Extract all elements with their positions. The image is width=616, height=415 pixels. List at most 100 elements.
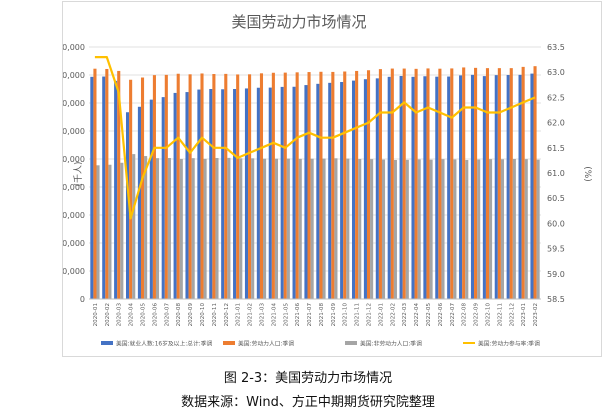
bar: [212, 74, 216, 300]
bar: [316, 83, 320, 299]
bar: [441, 159, 445, 299]
x-tick-label: 2020-04: [129, 303, 135, 327]
series-line: [94, 55, 536, 220]
x-tick-label: 2020-03: [117, 303, 123, 327]
x-tick-label: 2021-11: [355, 303, 361, 327]
bar: [470, 74, 475, 299]
legend: 美国:就业人数:16岁及以上:总计:季调 美国:劳动力人口:季调 美国:非劳动力人口…: [101, 340, 540, 348]
y-left-tick-label: 160,000: [63, 71, 85, 80]
bar: [482, 76, 486, 300]
y-left-tick-label: 60,000: [63, 211, 85, 220]
x-tick-label: 2022-06: [438, 303, 444, 327]
bar: [402, 68, 406, 299]
y-right-tick-label: 60.0: [547, 219, 565, 228]
bar: [274, 158, 279, 299]
bar: [215, 158, 219, 299]
bar: [105, 68, 109, 299]
bar: [173, 92, 177, 299]
x-tick-label: 2020-12: [224, 303, 230, 326]
x-tick-label: 2021-08: [319, 303, 325, 327]
bar: [102, 76, 106, 299]
bar: [533, 66, 537, 300]
bar: [244, 88, 249, 299]
bar: [381, 159, 386, 299]
bar: [176, 73, 180, 300]
y-right-tick-label: 61.5: [547, 144, 565, 153]
bar: [248, 74, 252, 299]
bar: [393, 159, 397, 299]
figure-source: 数据来源：Wind、方正中期期货研究院整理: [181, 395, 435, 410]
bar: [129, 79, 133, 299]
bar: [298, 158, 302, 299]
x-tick-label: 2020-02: [105, 303, 111, 326]
bar: [334, 158, 338, 299]
bar: [322, 158, 326, 299]
bar: [438, 68, 442, 299]
bar: [263, 158, 267, 299]
bar: [227, 157, 231, 299]
legend-label: 美国:非劳动力人口:季调: [360, 340, 422, 348]
bar: [426, 68, 430, 299]
bar: [164, 74, 168, 299]
x-tick-label: 2020-11: [212, 303, 218, 327]
x-tick-label: 2020-07: [164, 303, 170, 327]
bar: [366, 70, 371, 300]
bar: [497, 68, 501, 299]
bar: [149, 99, 153, 299]
bar: [465, 159, 469, 299]
x-tick-label: 2021-03: [260, 303, 266, 327]
bar: [259, 73, 264, 299]
bar: [370, 159, 374, 299]
bar: [224, 73, 228, 299]
y-left-tick-label: 40,000: [63, 239, 85, 248]
figure-caption: 图 2-3：美国劳动力市场情况: [223, 371, 393, 386]
x-tick-label: 2020-06: [152, 303, 158, 327]
bar: [152, 75, 156, 299]
bar: [524, 159, 528, 299]
bar: [387, 76, 391, 299]
x-tick-label: 2023-02: [533, 303, 539, 326]
bar: [137, 106, 141, 299]
bar: [280, 86, 284, 300]
bar: [239, 158, 243, 299]
x-tick-label: 2022-01: [378, 303, 384, 327]
bar: [351, 80, 356, 299]
bar: [462, 67, 466, 299]
x-tick-label: 2022-08: [462, 303, 468, 327]
x-tick-label: 2022-02: [390, 303, 396, 326]
bar: [459, 75, 463, 299]
y-right-tick-label: 60.5: [547, 194, 565, 203]
bar: [331, 71, 335, 299]
bar: [474, 67, 478, 299]
x-tick-label: 2022-04: [414, 303, 420, 327]
legend-swatch: [345, 341, 357, 345]
bar: [346, 158, 350, 299]
bar: [358, 159, 362, 299]
x-tick-label: 2021-06: [295, 303, 301, 327]
y-left-tick-label: 20,000: [63, 267, 85, 276]
bar: [450, 68, 454, 299]
x-tick-label: 2021-01: [236, 303, 242, 327]
bar: [179, 159, 183, 299]
y-axis-right-label: (%): [582, 166, 592, 182]
bar: [435, 76, 439, 300]
bar: [191, 158, 195, 299]
bar: [530, 73, 534, 299]
bar: [509, 68, 513, 299]
bar: [518, 74, 522, 299]
x-tick-label: 2021-10: [343, 303, 349, 327]
bar: [185, 92, 189, 299]
bar: [405, 159, 409, 299]
bar: [378, 69, 382, 300]
x-tick-label: 2020-08: [176, 303, 182, 327]
bar: [340, 82, 344, 299]
bar: [429, 159, 433, 299]
x-tick-label: 2020-05: [141, 303, 147, 327]
bar: [304, 85, 308, 299]
bar: [283, 72, 287, 300]
bar: [167, 158, 171, 299]
bar: [256, 87, 260, 300]
x-tick-label: 2023-01: [521, 303, 527, 327]
chart: 美国劳动力市场情况 (千人) (%) 0 20,000 40,000 60,000 80…: [63, 13, 592, 348]
bar: [355, 70, 359, 299]
